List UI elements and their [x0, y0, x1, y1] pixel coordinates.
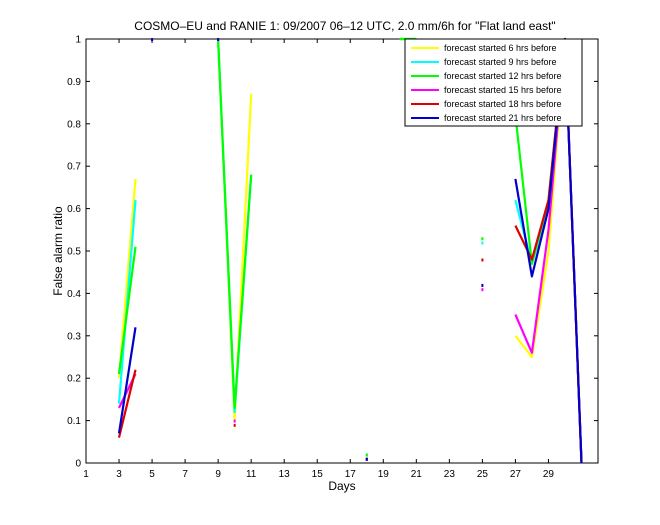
x-axis-title: Days — [328, 479, 355, 493]
x-tick-label: 19 — [378, 469, 390, 480]
legend-label: forecast started 9 hrs before — [444, 57, 557, 67]
legend-label: forecast started 21 hrs before — [444, 113, 562, 123]
y-tick-label: 0.8 — [67, 119, 81, 130]
y-tick-label: 0.9 — [67, 77, 81, 88]
x-tick-label: 13 — [279, 469, 291, 480]
x-tick-label: 21 — [411, 469, 423, 480]
x-tick-label: 9 — [215, 469, 221, 480]
x-tick-label: 11 — [246, 469, 257, 480]
chart-title: COSMO–EU and RANIE 1: 09/2007 06–12 UTC,… — [134, 19, 555, 33]
x-tick-label: 23 — [444, 469, 456, 480]
y-axis: 0 0.1 0.2 0.3 0.4 0.5 0.6 0.7 0.8 0.9 1 — [67, 35, 598, 470]
y-tick-label: 0.1 — [67, 416, 81, 427]
y-axis-title: False alarm ratio — [51, 206, 65, 296]
legend-label: forecast started 6 hrs before — [444, 43, 557, 53]
x-axis: 1 3 5 7 9 11 13 15 17 19 21 23 25 27 29 — [83, 39, 554, 480]
x-tick-label: 1 — [83, 469, 89, 480]
y-tick-label: 0.6 — [67, 204, 81, 215]
x-tick-label: 5 — [149, 469, 155, 480]
legend: forecast started 6 hrs before forecast st… — [404, 38, 583, 127]
x-tick-label: 25 — [477, 469, 489, 480]
y-tick-label: 0.3 — [67, 331, 81, 342]
x-tick-label: 7 — [182, 469, 188, 480]
x-tick-label: 27 — [510, 469, 522, 480]
x-tick-label: 15 — [312, 469, 324, 480]
y-tick-label: 0 — [75, 459, 81, 470]
legend-label: forecast started 12 hrs before — [444, 71, 562, 81]
series-line — [117, 246, 137, 375]
x-tick-label: 3 — [116, 469, 122, 480]
series-6 — [117, 37, 583, 464]
legend-label: forecast started 15 hrs before — [444, 85, 562, 95]
y-tick-label: 0.2 — [67, 374, 81, 385]
x-tick-label: 17 — [345, 469, 357, 480]
legend-label: forecast started 18 hrs before — [444, 99, 562, 109]
y-tick-label: 0.5 — [67, 247, 81, 258]
series-line — [217, 38, 253, 409]
x-tick-label: 29 — [543, 469, 555, 480]
y-tick-label: 0.4 — [67, 289, 81, 300]
y-tick-label: 1 — [75, 35, 81, 46]
series-line — [117, 369, 137, 438]
series-line — [117, 327, 137, 434]
series-line — [514, 37, 583, 464]
y-tick-label: 0.7 — [67, 162, 81, 173]
legend-box — [404, 38, 583, 127]
